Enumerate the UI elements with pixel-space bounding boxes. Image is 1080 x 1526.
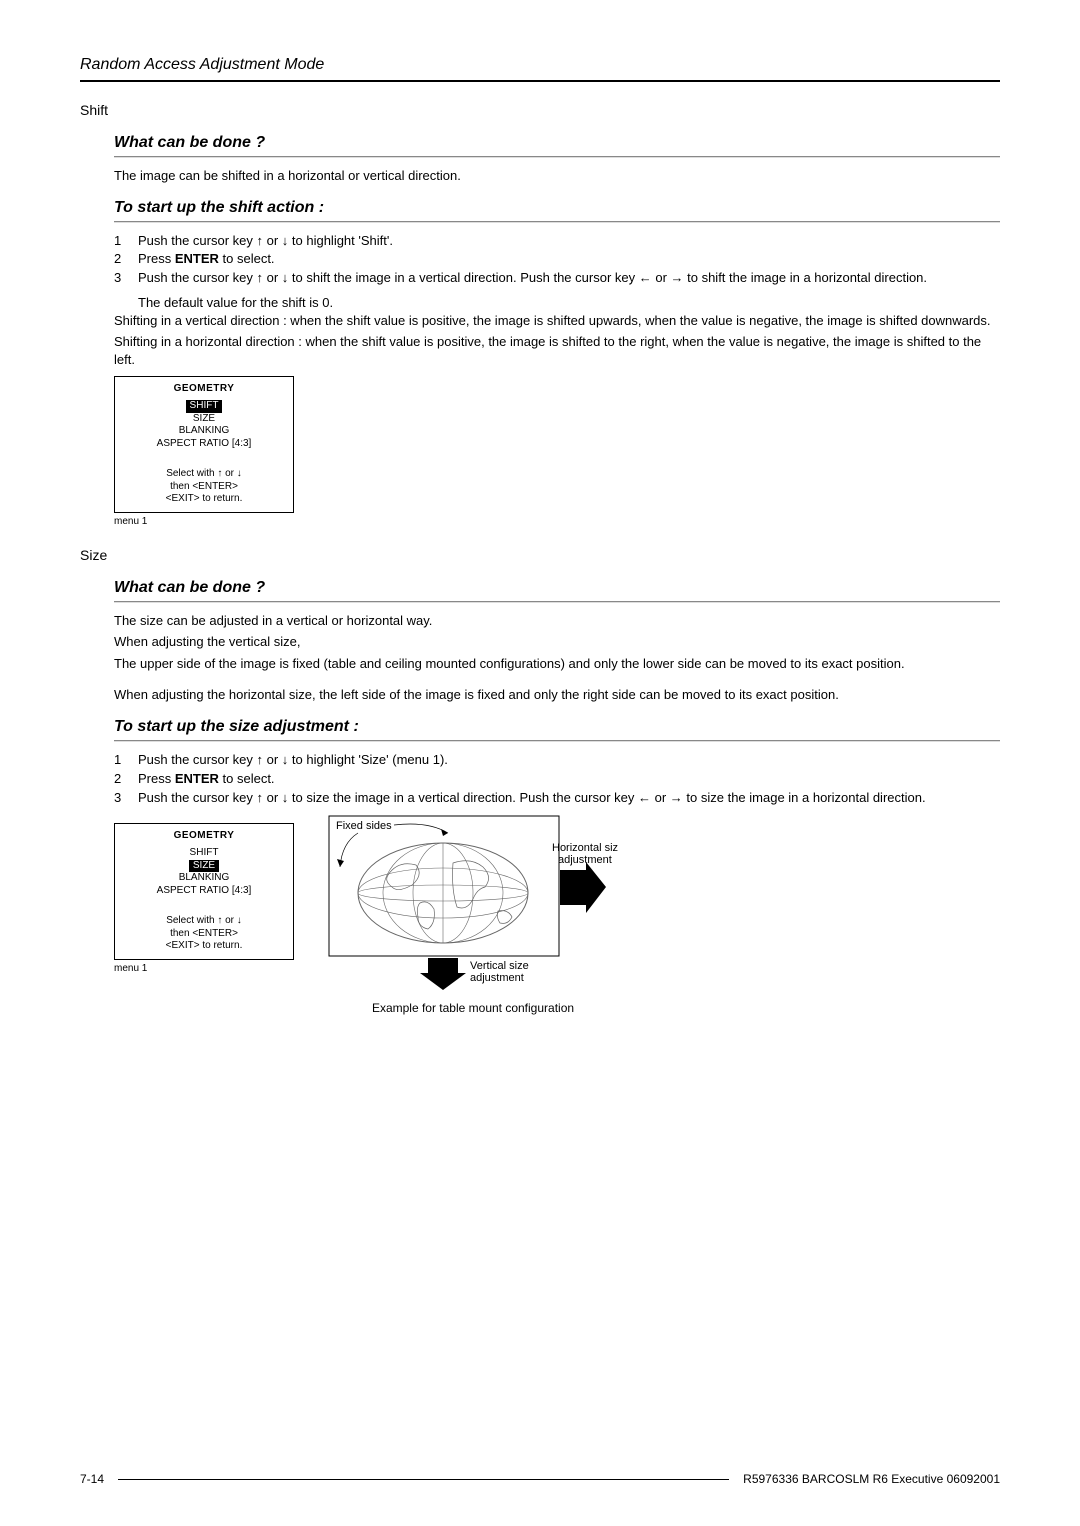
globe-svg: Fixed sides <box>328 815 618 990</box>
menu-item-blanking: BLANKING <box>119 872 289 885</box>
menu-title: GEOMETRY <box>119 383 289 394</box>
shift-what-body: The image can be shifted in a horizontal… <box>114 167 1000 185</box>
enter-key: ENTER <box>175 251 219 266</box>
size-step1: Push the cursor key ↑ or ↓ to highlight … <box>138 751 1000 770</box>
size-steps: 1 Push the cursor key ↑ or ↓ to highligh… <box>114 751 1000 808</box>
shift-menu-caption: menu 1 <box>114 516 1000 527</box>
v-size-label-2: adjustment <box>470 972 524 984</box>
shift-start-title: To start up the shift action : <box>114 199 1000 222</box>
size-what-title: What can be done ? <box>114 579 1000 602</box>
step-number: 3 <box>114 269 138 288</box>
size-what-l4: When adjusting the horizontal size, the … <box>114 686 1000 704</box>
fixed-sides-label: Fixed sides <box>336 820 392 832</box>
step-number: 2 <box>114 250 138 269</box>
shift-what-title: What can be done ? <box>114 134 1000 157</box>
menu-item-aspect: ASPECT RATIO [4:3] <box>119 885 289 898</box>
globe-caption: Example for table mount configuration <box>328 1001 618 1015</box>
shift-step3: Push the cursor key ↑ or ↓ to shift the … <box>138 269 1000 288</box>
shift-para2: Shifting in a horizontal direction : whe… <box>114 333 1000 368</box>
menu-hint2: then <ENTER> <box>119 928 289 941</box>
size-step2: Press ENTER to select. <box>138 770 1000 789</box>
globe-diagram: Fixed sides <box>328 815 618 1015</box>
shift-menu-box: GEOMETRY SHIFT SIZE BLANKING ASPECT RATI… <box>114 376 294 513</box>
step-number: 3 <box>114 789 138 808</box>
text: Press <box>138 251 175 266</box>
step-number: 2 <box>114 770 138 789</box>
step-number: 1 <box>114 751 138 770</box>
v-size-label-1: Vertical size <box>470 960 529 972</box>
text: Press <box>138 771 175 786</box>
footer-page: 7-14 <box>80 1472 118 1486</box>
step-number: 1 <box>114 232 138 251</box>
section-heading-size: Size <box>80 547 1000 563</box>
menu-hint2: then <ENTER> <box>119 481 289 494</box>
menu-item-aspect: ASPECT RATIO [4:3] <box>119 438 289 451</box>
shift-step2: Press ENTER to select. <box>138 250 1000 269</box>
section-heading-shift: Shift <box>80 102 1000 118</box>
text: to select. <box>219 771 275 786</box>
menu-title: GEOMETRY <box>119 830 289 841</box>
size-start-title: To start up the size adjustment : <box>114 718 1000 741</box>
size-menu-caption: menu 1 <box>114 963 294 974</box>
menu-item-shift: SHIFT <box>119 847 289 860</box>
menu-item-size: SIZE <box>119 413 289 426</box>
menu-hint3: <EXIT> to return. <box>119 940 289 953</box>
shift-step1: Push the cursor key ↑ or ↓ to highlight … <box>138 232 1000 251</box>
menu-hint1: Select with ↑ or ↓ <box>119 915 289 928</box>
footer-doc: R5976336 BARCOSLM R6 Executive 06092001 <box>729 1472 1000 1486</box>
menu-hint1: Select with ↑ or ↓ <box>119 468 289 481</box>
h-size-label-2: adjustment <box>558 854 612 866</box>
menu-item-size: SIZE <box>189 860 219 873</box>
page-header: Random Access Adjustment Mode <box>80 56 1000 82</box>
size-what-l2: When adjusting the vertical size, <box>114 633 1000 651</box>
size-what-l3: The upper side of the image is fixed (ta… <box>114 655 1000 673</box>
shift-step3-after: The default value for the shift is 0. <box>138 294 1000 312</box>
header-title: Random Access Adjustment Mode <box>80 56 1000 80</box>
menu-hint3: <EXIT> to return. <box>119 493 289 506</box>
shift-steps: 1 Push the cursor key ↑ or ↓ to highligh… <box>114 232 1000 289</box>
menu-item-shift: SHIFT <box>186 400 223 413</box>
text: to select. <box>219 251 275 266</box>
menu-item-blanking: BLANKING <box>119 425 289 438</box>
size-what-l1: The size can be adjusted in a vertical o… <box>114 612 1000 630</box>
size-step3: Push the cursor key ↑ or ↓ to size the i… <box>138 789 1000 808</box>
page-footer: 7-14 R5976336 BARCOSLM R6 Executive 0609… <box>80 1472 1000 1486</box>
size-menu-box: GEOMETRY SHIFT SIZE BLANKING ASPECT RATI… <box>114 823 294 960</box>
h-size-label-1: Horizontal size <box>552 842 618 854</box>
shift-para1: Shifting in a vertical direction : when … <box>114 312 1000 330</box>
enter-key: ENTER <box>175 771 219 786</box>
